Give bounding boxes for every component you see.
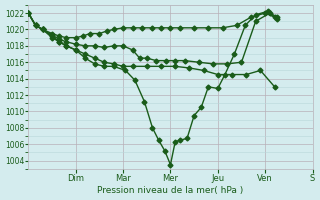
X-axis label: Pression niveau de la mer( hPa ): Pression niveau de la mer( hPa ) xyxy=(97,186,244,195)
